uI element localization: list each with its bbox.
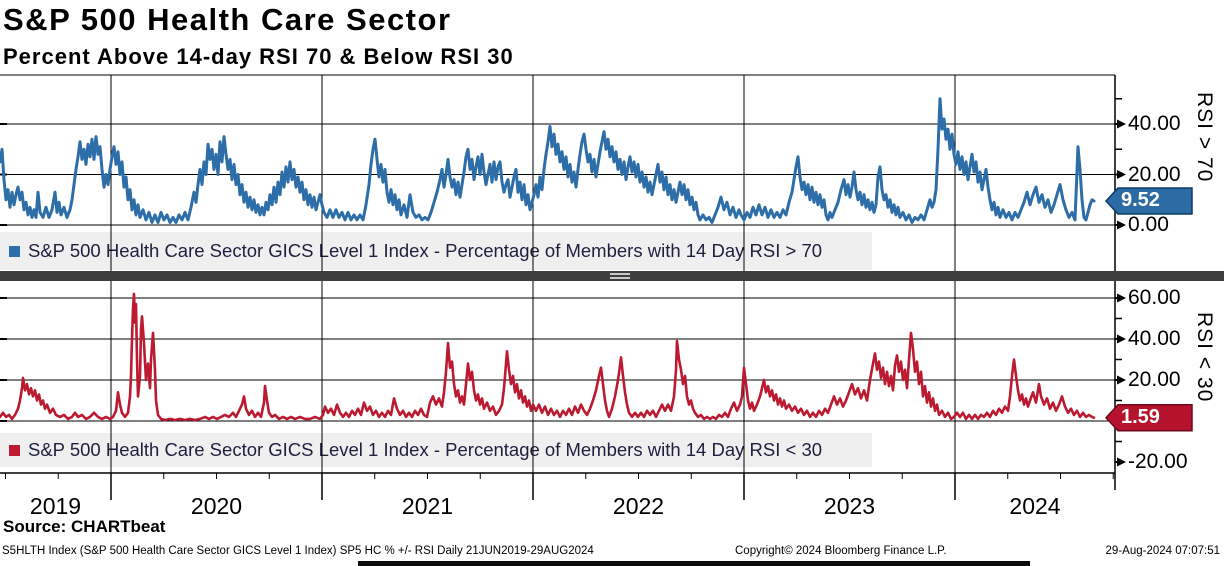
page-title: S&P 500 Health Care Sector — [3, 2, 452, 37]
y-axis-tick-label: 40.00 — [1128, 327, 1181, 350]
bottom-strip — [358, 561, 1030, 566]
x-axis-year-label: 2023 — [823, 493, 876, 519]
last-value-label: 1.59 — [1121, 405, 1160, 428]
last-value-badge — [1104, 403, 1193, 432]
y-axis-tick-label: 40.00 — [1128, 112, 1181, 135]
last-value-badge — [1104, 187, 1193, 215]
legend-top-panel: S&P 500 Health Care Sector GICS Level 1 … — [0, 232, 872, 270]
tick-arrow — [1117, 375, 1126, 385]
tick-arrow — [1117, 293, 1126, 303]
legend-swatch-red — [9, 444, 20, 456]
page-subtitle: Percent Above 14-day RSI 70 & Below RSI … — [3, 44, 514, 69]
tick-arrow — [1117, 457, 1126, 467]
y-axis-tick-label: 20.00 — [1128, 162, 1181, 186]
x-axis-year-label: 2022 — [612, 493, 665, 519]
legend-label-rsi-below-30: S&P 500 Health Care Sector GICS Level 1 … — [28, 439, 823, 460]
series-line-pct_members_rsi_below_30 — [0, 292, 1096, 422]
y-axis-tick-label: 60.00 — [1128, 286, 1181, 309]
source-line: Source: CHARTbeat — [3, 517, 166, 536]
tick-arrow — [1117, 119, 1126, 129]
tick-arrow — [1117, 220, 1126, 230]
footer-timestamp: 29-Aug-2024 07:07:51 — [1105, 545, 1220, 557]
panel-axis-title-rsi-below-30: RSI < 30 — [1193, 312, 1216, 403]
last-value-label: 9.52 — [1121, 188, 1160, 211]
tick-arrow — [1117, 416, 1126, 426]
y-axis-tick-label: 0.00 — [1128, 213, 1169, 236]
y-axis-tick-label: -20.00 — [1128, 450, 1188, 473]
tick-arrow — [1117, 170, 1126, 179]
legend-label-rsi-above-70: S&P 500 Health Care Sector GICS Level 1 … — [28, 240, 823, 261]
panel-resize-handle[interactable] — [610, 273, 630, 279]
tick-arrow — [1117, 334, 1126, 344]
panel-separator — [0, 271, 1224, 281]
footer-copyright: Copyright© 2024 Bloomberg Finance L.P. — [735, 545, 947, 557]
legend-swatch-blue — [9, 245, 20, 257]
panel-axis-title-rsi-above-70: RSI > 70 — [1193, 92, 1216, 183]
x-axis-year-label: 2021 — [401, 493, 454, 519]
series-line-pct_members_rsi_above_70 — [0, 97, 1096, 224]
x-axis-year-label: 2024 — [1009, 493, 1061, 519]
footer-security-description: S5HLTH Index (S&P 500 Health Care Sector… — [2, 545, 594, 557]
legend-bottom-panel: S&P 500 Health Care Sector GICS Level 1 … — [0, 433, 872, 467]
y-axis-tick-label: 20.00 — [1128, 368, 1181, 391]
